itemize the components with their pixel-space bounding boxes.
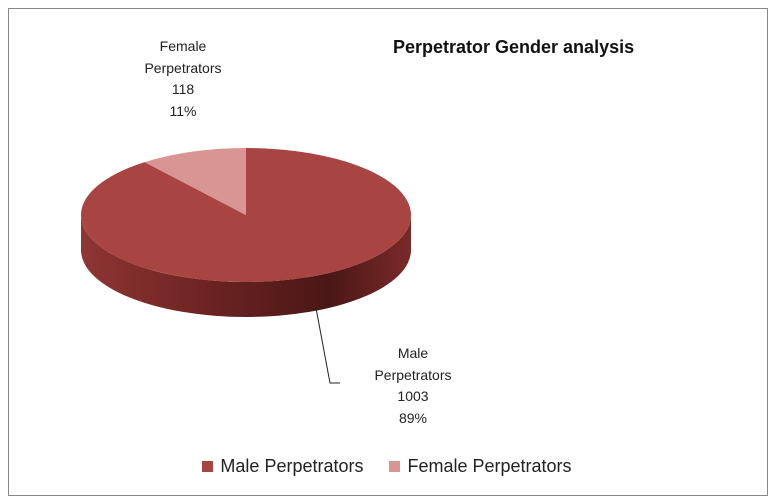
label-name: Male Perpetrators — [374, 345, 452, 383]
legend: Male Perpetrators Female Perpetrators — [0, 456, 774, 477]
legend-label: Female Perpetrators — [407, 456, 572, 476]
legend-item: Female Perpetrators — [389, 456, 572, 477]
chart-title: Perpetrator Gender analysis — [393, 37, 634, 57]
legend-swatch — [202, 461, 214, 472]
label-value: 1003 — [397, 388, 429, 404]
legend-swatch — [389, 461, 401, 472]
label-name: Female Perpetrators — [144, 38, 222, 76]
label-percent: 89% — [398, 409, 428, 426]
leader-line — [315, 307, 340, 384]
pie-side — [81, 215, 411, 317]
label-value: 118 — [171, 81, 195, 97]
label-percent: 11% — [169, 102, 197, 119]
data-label: Female Perpetrators 118 11% — [128, 36, 238, 122]
pie-slice — [144, 148, 246, 215]
legend-label: Male Perpetrators — [220, 456, 364, 476]
pie-slice — [80, 148, 411, 283]
data-label: Male Perpetrators 1003 89% — [358, 343, 468, 429]
legend-item: Male Perpetrators — [202, 456, 363, 477]
